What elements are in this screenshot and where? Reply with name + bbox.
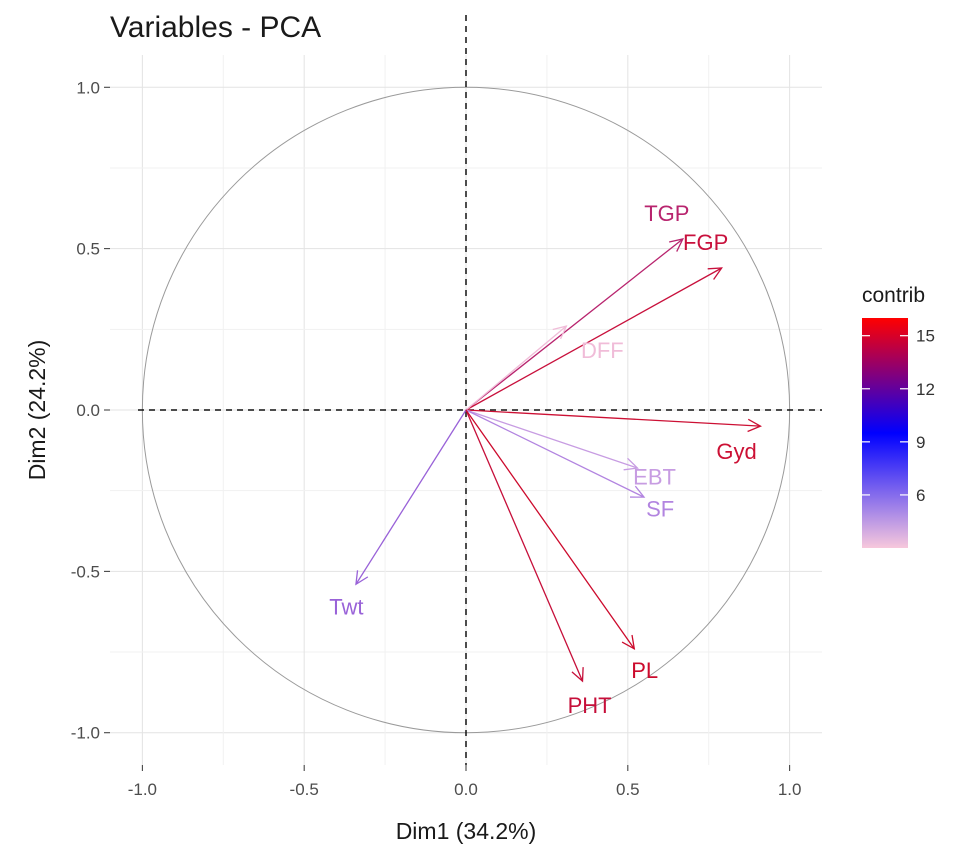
y-tick-label: 0.0 <box>76 401 100 420</box>
arrow-twt <box>355 409 467 586</box>
y-tick-label: -0.5 <box>71 562 100 581</box>
x-tick-label: -1.0 <box>128 780 157 799</box>
zero-reference-lines <box>138 15 822 765</box>
legend-tick-label: 15 <box>916 327 935 346</box>
label-pht: PHT <box>568 693 612 718</box>
y-tick-label: -1.0 <box>71 724 100 743</box>
label-tgp: TGP <box>644 201 689 226</box>
y-axis-title: Dim2 (24.2%) <box>24 340 50 481</box>
arrow-pl <box>465 409 636 651</box>
legend-tick-label: 6 <box>916 486 925 505</box>
y-tick-label: 1.0 <box>76 78 100 97</box>
legend-tick-label: 12 <box>916 380 935 399</box>
label-fgp: FGP <box>683 230 728 255</box>
label-dff: DFF <box>581 338 624 363</box>
variable-arrows <box>355 238 763 683</box>
x-tick-label: 1.0 <box>778 780 802 799</box>
label-sf: SF <box>646 497 674 522</box>
x-tick-label: 0.5 <box>616 780 640 799</box>
legend-tick-label: 9 <box>916 433 925 452</box>
legend-colorbar <box>862 318 908 548</box>
contrib-legend: contrib 15 12 9 6 <box>862 284 935 548</box>
y-axis-ticks: -1.0 -0.5 0.0 0.5 1.0 <box>71 78 110 743</box>
label-twt: Twt <box>329 594 363 619</box>
arrow-dff <box>465 325 568 411</box>
arrow-tgp <box>465 238 685 411</box>
arrow-pht <box>465 409 584 683</box>
arrow-gyd <box>465 409 763 433</box>
label-ebt: EBT <box>633 464 676 489</box>
x-axis-ticks: -1.0 -0.5 0.0 0.5 1.0 <box>128 765 802 799</box>
y-tick-label: 0.5 <box>76 240 100 259</box>
arrow-ebt <box>465 409 639 471</box>
chart-title: Variables - PCA <box>110 11 321 44</box>
arrow-sf <box>465 409 646 498</box>
label-gyd: Gyd <box>716 439 756 464</box>
variable-labels: TGP FGP DFF Gyd EBT SF Twt PL PHT <box>329 201 756 718</box>
label-pl: PL <box>631 658 658 683</box>
x-axis-title: Dim1 (34.2%) <box>396 818 537 844</box>
x-tick-label: 0.0 <box>454 780 478 799</box>
arrow-fgp <box>465 267 723 411</box>
x-tick-label: -0.5 <box>290 780 319 799</box>
legend-title: contrib <box>862 284 925 307</box>
legend-ticks: 15 12 9 6 <box>862 327 935 505</box>
